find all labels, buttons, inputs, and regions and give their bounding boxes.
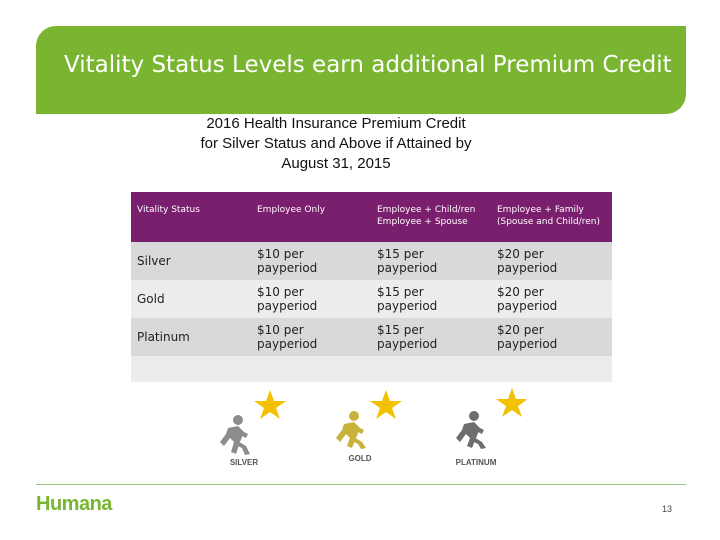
table-cell: Silver [131,242,251,280]
platinum-badge: PLATINUM [446,386,526,476]
table-cell: $20 per payperiod [491,318,612,356]
table-row: Silver $10 per payperiod $15 per payperi… [131,242,612,280]
star-icon [370,390,402,419]
table-cell: $10 per payperiod [251,242,371,280]
table-cell: $20 per payperiod [491,280,612,318]
footer-divider [36,484,686,485]
runner-icon [336,411,366,449]
subtitle-line: August 31, 2015 [281,155,391,172]
gold-badge: GOLD [330,386,410,476]
table-cell: $15 per payperiod [371,242,491,280]
premium-credit-table: Vitality Status Employee Only Employee +… [131,192,612,382]
header-vitality-status: Vitality Status [131,192,251,242]
title-banner: Vitality Status Levels earn additional P… [36,26,686,114]
table-cell: Platinum [131,318,251,356]
table-header-row: Vitality Status Employee Only Employee +… [131,192,612,242]
badge-label: GOLD [348,454,372,463]
table-row-empty [131,356,612,382]
badge-label: SILVER [229,458,259,467]
slide-title: Vitality Status Levels earn additional P… [64,52,672,78]
table-cell: $15 per payperiod [371,280,491,318]
star-icon [254,390,286,419]
runner-icon [456,411,486,449]
runner-icon [220,415,250,455]
header-employee-family: Employee + Family (Spouse and Child/ren) [491,192,612,242]
header-employee-child-spouse: Employee + Child/ren Employee + Spouse [371,192,491,242]
table-cell: $20 per payperiod [491,242,612,280]
table-cell: $10 per payperiod [251,318,371,356]
star-icon [496,388,526,417]
header-employee-only: Employee Only [251,192,371,242]
silver-badge: SILVER [214,386,294,476]
subtitle-line: for Silver Status and Above if Attained … [200,135,472,152]
page-number: 13 [662,504,673,514]
table-row: Gold $10 per payperiod $15 per payperiod… [131,280,612,318]
badge-label: PLATINUM [455,458,497,467]
table-cell: Gold [131,280,251,318]
subtitle-line: 2016 Health Insurance Premium Credit [206,115,466,132]
table-cell: $15 per payperiod [371,318,491,356]
humana-logo: Humana [36,493,112,515]
slide-subtitle: 2016 Health Insurance Premium Credit for… [180,114,492,174]
table-row: Platinum $10 per payperiod $15 per paype… [131,318,612,356]
table-cell: $10 per payperiod [251,280,371,318]
